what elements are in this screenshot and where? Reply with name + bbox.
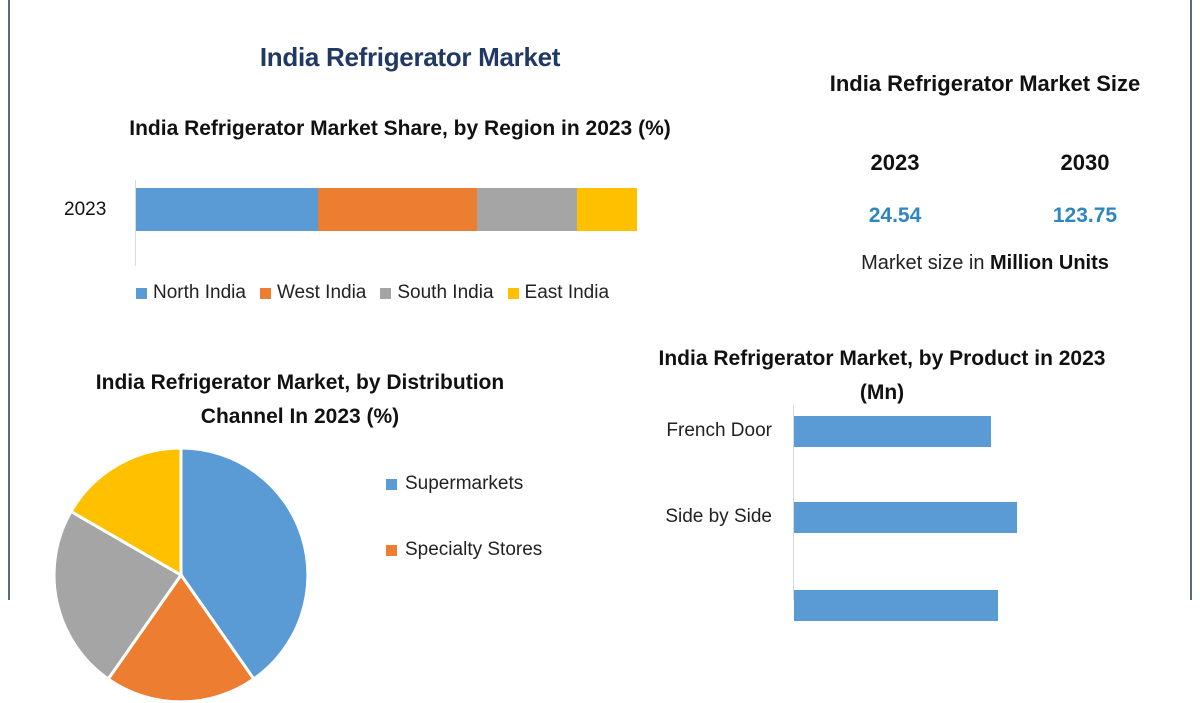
product-bar-french-door bbox=[794, 416, 991, 447]
product-bar-third bbox=[794, 590, 998, 621]
region-legend: North India West India South India East … bbox=[136, 282, 609, 304]
segment-north-india bbox=[136, 188, 318, 231]
legend-south-india: South India bbox=[380, 282, 494, 304]
value-2023: 24.54 bbox=[868, 204, 922, 227]
segment-west-india bbox=[318, 188, 477, 231]
market-size-values: 24.54 123.75 bbox=[830, 204, 1150, 228]
region-stacked-bar bbox=[136, 188, 637, 231]
product-label-side-by-side: Side by Side bbox=[665, 506, 772, 527]
legend-swatch-icon bbox=[386, 478, 397, 490]
market-size-title: India Refrigerator Market Size bbox=[829, 71, 1141, 96]
legend-swatch-icon bbox=[380, 287, 392, 299]
product-chart-title: India Refrigerator Market, by Product in… bbox=[658, 347, 1106, 404]
segment-east-india bbox=[577, 188, 637, 231]
legend-north-india: North India bbox=[136, 282, 246, 304]
product-bar-side-by-side bbox=[794, 502, 1017, 533]
legend-supermarkets: Supermarkets bbox=[386, 473, 523, 495]
market-size-years: 2023 2030 bbox=[830, 150, 1150, 176]
frame-border-left bbox=[8, 0, 10, 600]
year-2023: 2023 bbox=[870, 150, 920, 175]
frame-border-right bbox=[1190, 0, 1192, 600]
legend-east-india: East India bbox=[507, 282, 609, 304]
page-title: India Refrigerator Market bbox=[259, 42, 561, 72]
distribution-chart-title: India Refrigerator Market, by Distributi… bbox=[95, 371, 505, 428]
value-2030: 123.75 bbox=[1052, 204, 1118, 227]
region-chart-title: India Refrigerator Market Share, by Regi… bbox=[129, 117, 671, 140]
region-chart-axis bbox=[135, 180, 136, 266]
legend-swatch-icon bbox=[259, 287, 271, 299]
distribution-pie-chart bbox=[53, 447, 309, 703]
market-size-unit-note: Market size in Million Units bbox=[861, 252, 1109, 274]
year-2030: 2030 bbox=[1060, 150, 1110, 175]
legend-swatch-icon bbox=[386, 544, 397, 556]
segment-south-india bbox=[477, 188, 577, 231]
legend-specialty-stores: Specialty Stores bbox=[386, 539, 542, 561]
legend-swatch-icon bbox=[136, 287, 147, 299]
region-category-label: 2023 bbox=[64, 199, 107, 220]
product-chart-axis bbox=[793, 405, 794, 600]
legend-west-india: West India bbox=[259, 282, 366, 304]
pie-slice-yellow bbox=[68, 447, 183, 578]
legend-swatch-icon bbox=[507, 287, 519, 299]
product-label-french-door: French Door bbox=[666, 420, 772, 441]
